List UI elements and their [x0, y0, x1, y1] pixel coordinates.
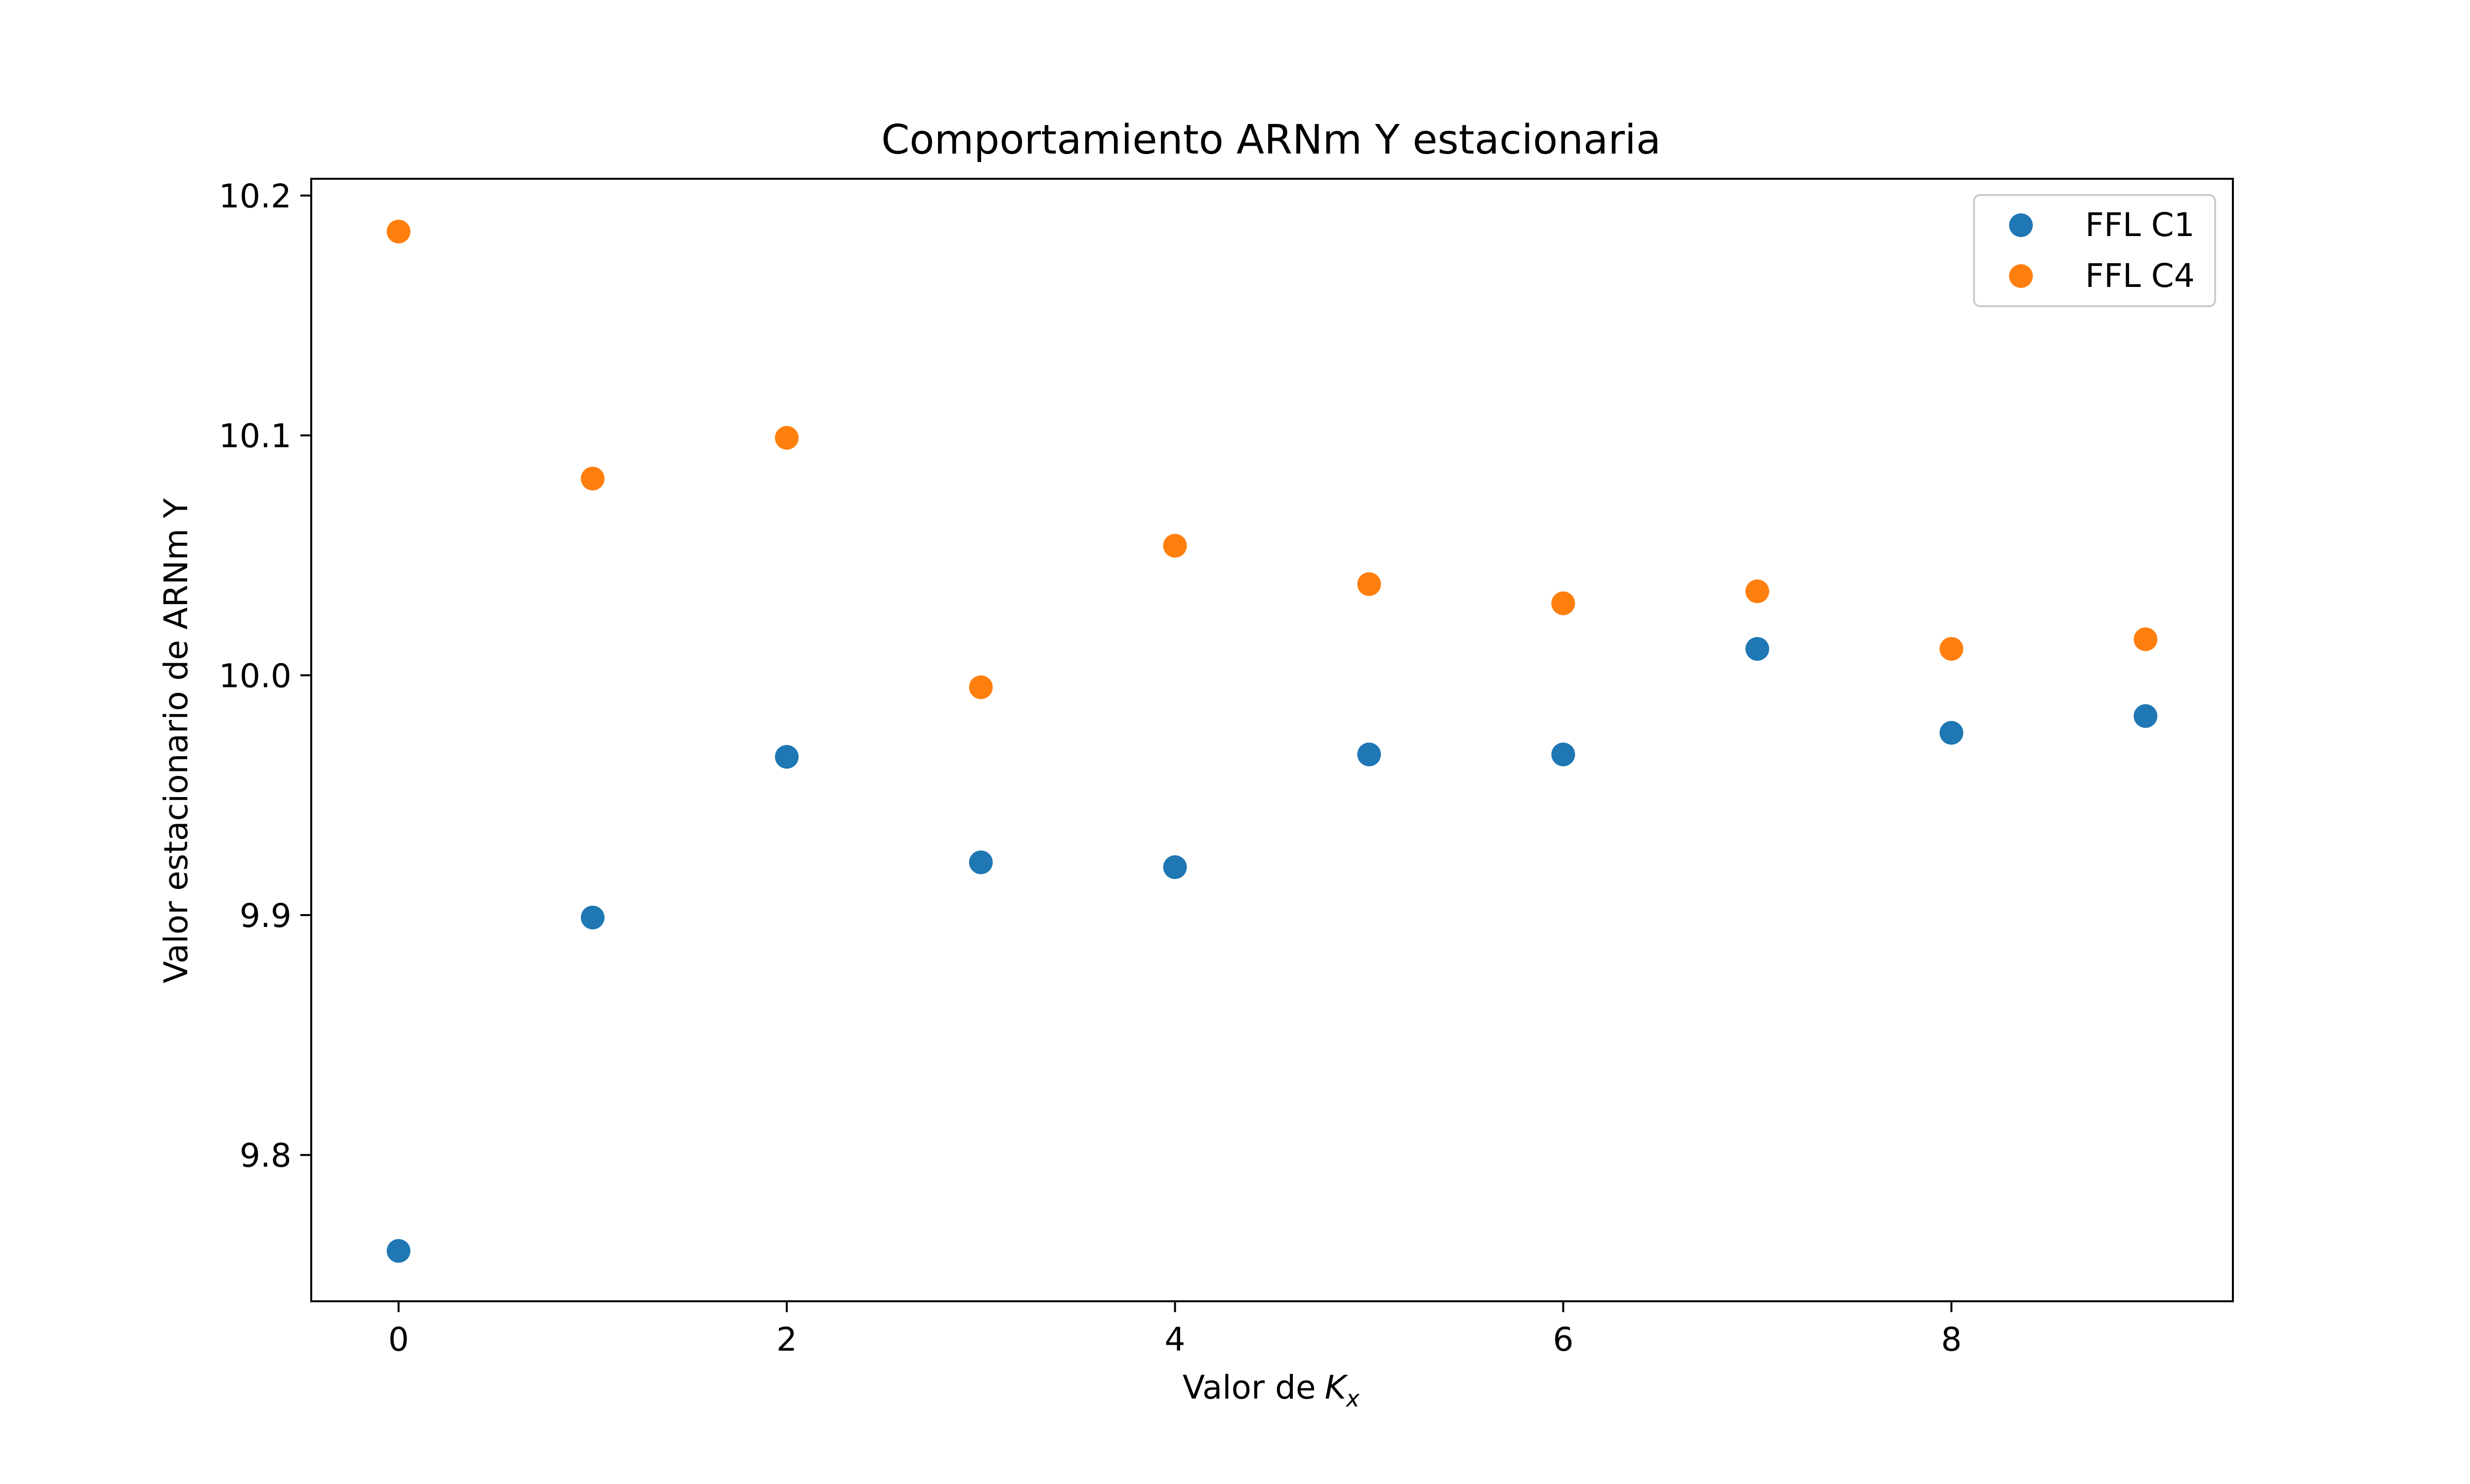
y-axis-label: Valor estacionario de ARNm Y: [157, 498, 195, 983]
legend: FFL C1 FFL C4: [1973, 194, 2216, 307]
y-axis: 9.8 9.9 10.0 10.1 10.2: [219, 177, 311, 1175]
x-tick-label: 6: [1553, 1321, 1573, 1359]
data-point-ffl-c1: [1163, 855, 1187, 879]
legend-label-ffl-c4: FFL C4: [2085, 257, 2195, 295]
legend-label-ffl-c1: FFL C1: [2085, 206, 2195, 244]
y-tick-label: 10.1: [219, 417, 291, 455]
data-point-ffl-c4: [1551, 591, 1575, 615]
plot-area: [310, 178, 2234, 1302]
legend-marker-ffl-c4: [2009, 264, 2033, 288]
data-point-ffl-c4: [1939, 637, 1964, 661]
data-point-ffl-c4: [1357, 572, 1381, 596]
chart-title: Comportamiento ARNm Y estacionaria: [881, 117, 1661, 163]
x-axis-label-text: Valor de: [1183, 1368, 1316, 1406]
y-tick-label: 10.0: [219, 657, 291, 695]
x-axis-label: Valor de Kx: [1183, 1368, 1360, 1412]
data-point-ffl-c1: [775, 745, 799, 769]
data-points: [386, 219, 2158, 1263]
data-point-ffl-c1: [969, 850, 993, 875]
data-point-ffl-c4: [1163, 534, 1187, 558]
data-point-ffl-c4: [386, 219, 411, 243]
data-point-ffl-c1: [1551, 742, 1575, 766]
data-point-ffl-c4: [969, 675, 993, 699]
x-axis-label-symbol: K: [1325, 1368, 1349, 1406]
x-tick-label: 2: [777, 1321, 797, 1359]
series-ffl-c1: [386, 637, 2158, 1263]
data-point-ffl-c1: [580, 905, 605, 929]
data-point-ffl-c4: [775, 426, 799, 450]
data-point-ffl-c1: [1939, 721, 1964, 745]
y-tick-label: 9.8: [240, 1137, 291, 1175]
data-point-ffl-c1: [1357, 742, 1381, 766]
x-tick-label: 8: [1941, 1321, 1962, 1359]
x-tick-label: 4: [1165, 1321, 1186, 1359]
x-tick-label: 0: [388, 1321, 409, 1359]
data-point-ffl-c4: [2134, 627, 2158, 651]
data-point-ffl-c4: [1745, 579, 1770, 603]
data-point-ffl-c4: [580, 467, 605, 491]
series-ffl-c4: [386, 219, 2158, 699]
legend-marker-ffl-c1: [2009, 213, 2033, 237]
legend-box: [1973, 194, 2216, 307]
data-point-ffl-c1: [1745, 637, 1770, 661]
y-tick-label: 10.2: [219, 177, 291, 215]
data-point-ffl-c1: [386, 1239, 411, 1263]
x-axis: 0 2 4 6 8: [388, 1301, 1962, 1359]
y-tick-label: 9.9: [240, 897, 291, 935]
x-axis-label-subscript: x: [1345, 1385, 1360, 1412]
data-point-ffl-c1: [2134, 704, 2158, 728]
